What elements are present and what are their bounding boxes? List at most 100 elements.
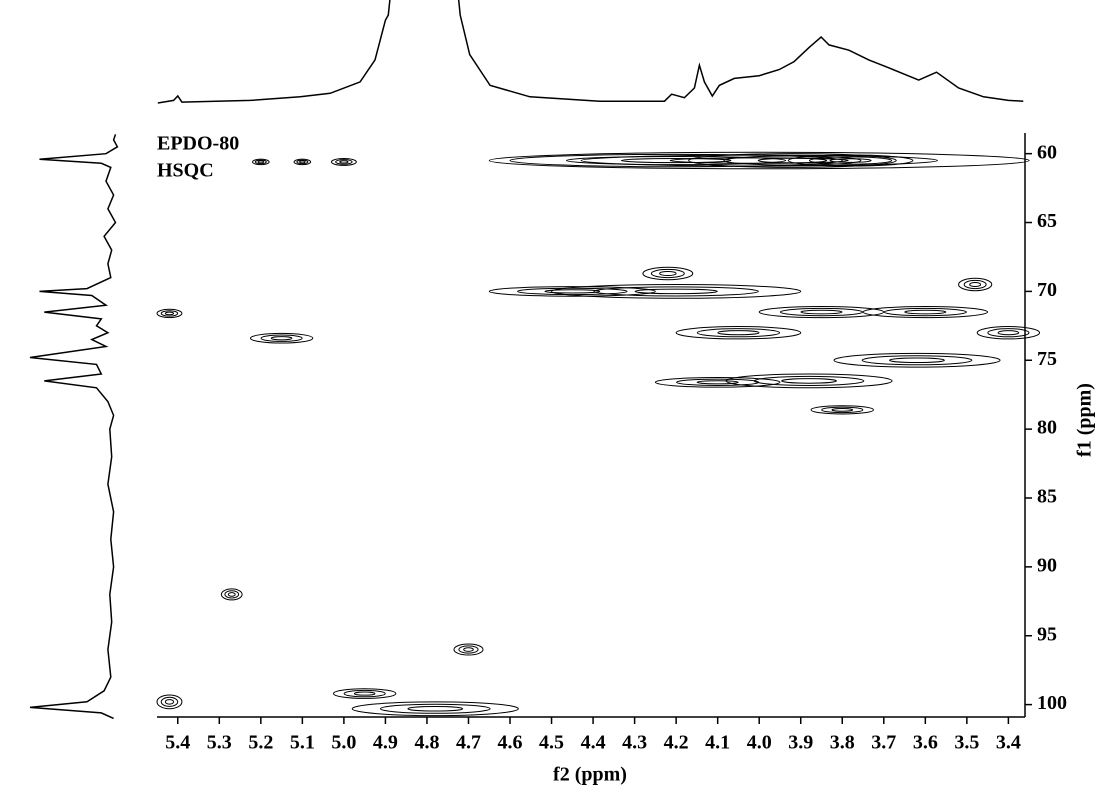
contour xyxy=(463,647,474,652)
peak xyxy=(156,308,183,319)
y-tick-label: 90 xyxy=(1037,554,1057,576)
contour xyxy=(831,407,854,412)
peak xyxy=(351,701,519,717)
contour xyxy=(696,380,739,385)
contour xyxy=(254,159,267,165)
contour xyxy=(544,289,601,294)
contour xyxy=(551,284,802,299)
x-tick-label: 3.7 xyxy=(871,732,896,754)
y-tick-label: 70 xyxy=(1037,279,1057,301)
contour xyxy=(676,378,760,386)
contour xyxy=(516,287,628,296)
contour xyxy=(787,154,914,167)
y-tick-label: 85 xyxy=(1037,486,1057,508)
contour xyxy=(753,375,865,386)
contour xyxy=(407,705,464,712)
peak xyxy=(252,158,270,166)
y-tick-label: 75 xyxy=(1037,348,1057,370)
side-projection xyxy=(29,134,119,720)
contour xyxy=(593,286,759,297)
contour xyxy=(963,279,987,290)
contour xyxy=(270,336,293,341)
peak xyxy=(833,352,1001,368)
x-tick-label: 4.0 xyxy=(747,732,772,754)
contour xyxy=(488,151,1030,170)
contour xyxy=(330,157,357,166)
contour xyxy=(810,405,874,415)
contour xyxy=(343,689,386,698)
peak xyxy=(642,266,694,281)
y-tick-label: 100 xyxy=(1037,692,1067,714)
peak xyxy=(293,158,312,166)
peak xyxy=(156,694,183,710)
contour xyxy=(164,699,175,705)
x-tick-label: 3.8 xyxy=(830,732,855,754)
contour xyxy=(889,357,945,364)
contour xyxy=(156,308,183,319)
y-axis-title: f1 (ppm) xyxy=(1074,383,1096,457)
x-tick-label: 3.9 xyxy=(788,732,813,754)
x-tick-label: 4.5 xyxy=(539,732,564,754)
contour xyxy=(997,330,1020,336)
contour xyxy=(976,326,1041,340)
peak xyxy=(488,286,656,297)
contour xyxy=(833,352,1001,368)
contour xyxy=(227,592,236,597)
contour xyxy=(904,309,947,315)
peak xyxy=(976,326,1041,340)
peak xyxy=(787,154,914,167)
contour xyxy=(565,155,787,166)
contour xyxy=(160,310,179,317)
peak xyxy=(220,588,243,601)
contour xyxy=(861,355,973,366)
contour xyxy=(160,696,179,707)
y-tick-label: 60 xyxy=(1037,141,1057,163)
contour xyxy=(654,376,781,388)
contour xyxy=(353,691,376,696)
peak xyxy=(810,405,874,415)
peak xyxy=(330,157,357,166)
contour xyxy=(808,156,893,165)
contour xyxy=(634,288,718,295)
peak xyxy=(333,688,397,699)
contour xyxy=(249,332,314,344)
contour xyxy=(379,703,491,714)
contour xyxy=(220,588,243,601)
x-tick-label: 3.5 xyxy=(954,732,979,754)
contour xyxy=(821,406,864,414)
x-tick-label: 5.2 xyxy=(248,732,273,754)
x-tick-label: 4.7 xyxy=(456,732,481,754)
contour xyxy=(164,311,175,316)
peak xyxy=(249,332,314,344)
x-tick-label: 4.8 xyxy=(414,732,439,754)
peak xyxy=(758,306,885,319)
contour xyxy=(351,701,519,717)
y-tick-label: 95 xyxy=(1037,623,1057,645)
contour xyxy=(488,286,656,297)
peak xyxy=(862,306,989,319)
contour xyxy=(620,158,732,164)
contour xyxy=(224,590,240,599)
x-axis-title: f2 (ppm) xyxy=(553,764,627,786)
x-tick-label: 4.1 xyxy=(705,732,730,754)
contour xyxy=(642,266,694,281)
contour xyxy=(862,306,989,319)
x-tick-label: 4.4 xyxy=(581,732,606,754)
contour xyxy=(987,328,1030,338)
contour xyxy=(675,326,802,340)
peak xyxy=(654,376,781,388)
x-tick-label: 3.4 xyxy=(996,732,1021,754)
peak xyxy=(725,373,893,389)
contour xyxy=(717,330,760,336)
peak xyxy=(551,284,802,299)
contour xyxy=(299,160,306,164)
annotation: EPDO-80 xyxy=(157,133,239,155)
top-projection xyxy=(157,0,1024,104)
contour xyxy=(257,160,265,164)
contour xyxy=(453,643,484,656)
peak xyxy=(509,153,843,168)
contour xyxy=(293,158,312,166)
contour xyxy=(509,153,843,168)
contour xyxy=(800,309,843,315)
